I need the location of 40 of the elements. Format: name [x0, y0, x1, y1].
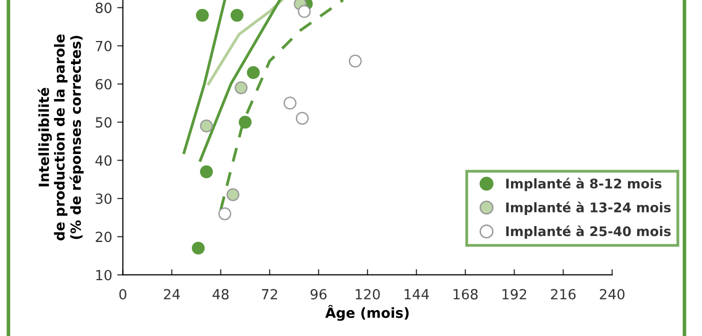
x-tick-label: 0 — [119, 288, 126, 300]
point — [296, 112, 309, 125]
point — [192, 242, 205, 255]
legend-label: Implanté à 13-24 mois — [506, 202, 671, 215]
legend-label: Implanté à 8-12 mois — [506, 178, 662, 192]
y-tick-label: 60 — [96, 78, 112, 90]
y-tick-label: 30 — [96, 193, 112, 204]
point — [348, 54, 362, 68]
x-axis-title: Âge (mois) — [325, 304, 409, 321]
point — [284, 96, 296, 110]
x-tick-label: 72 — [262, 288, 278, 300]
x-tick-label: 24 — [164, 288, 180, 300]
line-series — [198, 0, 282, 162]
line-series — [207, 0, 284, 86]
point — [234, 81, 248, 94]
y-axis-title: Intelligibilité de production de la parole (% de réponses correctes) — [38, 34, 84, 240]
x-tick-label: 96 — [310, 288, 327, 300]
point — [230, 8, 244, 22]
point — [246, 66, 260, 79]
x-tick-label: 48 — [212, 288, 229, 300]
x-tick-label: 240 — [600, 288, 624, 300]
x-tick-label: 144 — [404, 289, 429, 300]
point — [196, 8, 209, 22]
x-tick-label: 120 — [356, 288, 380, 300]
point — [298, 5, 311, 18]
point — [238, 116, 252, 129]
point — [218, 207, 232, 220]
y-tick-label: 10 — [96, 270, 112, 280]
y-tick-label: 20 — [96, 232, 112, 242]
x-tick-label: 192 — [502, 288, 526, 300]
x-tick-label: 168 — [454, 288, 478, 300]
x-tick-label: 216 — [550, 288, 576, 300]
legend-label: Implanté à 25-40 mois — [506, 226, 671, 239]
y-tick-label: 50 — [96, 117, 112, 128]
point — [226, 188, 240, 202]
point — [200, 165, 213, 178]
y-tick-label: 70 — [96, 40, 112, 52]
y-tick-label: 40 — [95, 155, 112, 166]
point — [200, 120, 213, 132]
y-tick-label: 80 — [96, 2, 112, 14]
